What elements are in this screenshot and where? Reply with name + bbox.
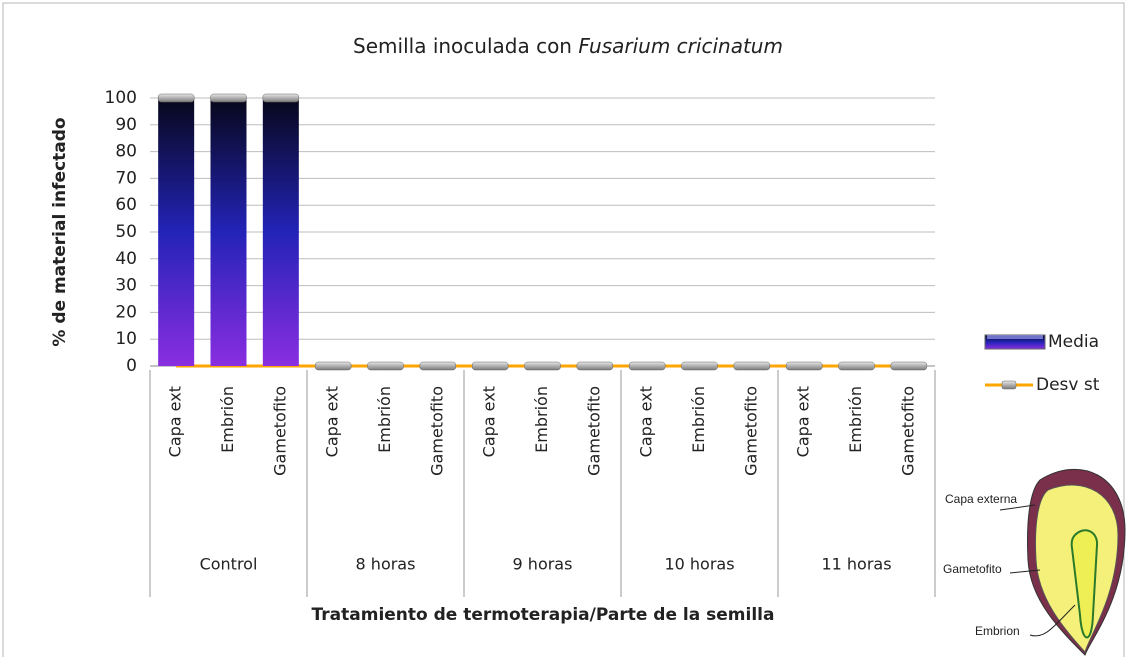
x-tick-label: Gametofito <box>427 386 446 476</box>
chart-title: Semilla inoculada con Fusarium cricinatu… <box>353 34 783 58</box>
bar <box>263 98 299 366</box>
x-tick-label: Embrión <box>218 386 237 453</box>
bar-cap <box>263 94 299 102</box>
inset-label: Gametofito <box>943 562 1002 576</box>
bar-cap <box>158 94 194 102</box>
x-axis-label: Tratamiento de termoterapia/Parte de la … <box>312 605 775 625</box>
x-tick-label: Embrión <box>689 386 708 453</box>
inset-diagram: Capa externa Gametofito Embrion <box>943 469 1125 655</box>
group-label: 8 horas <box>356 555 416 574</box>
bar-cap <box>682 362 718 370</box>
group-label: Control <box>200 555 258 574</box>
y-tick-label: 20 <box>115 302 137 322</box>
y-tick-label: 50 <box>115 222 137 242</box>
bar-cap <box>839 362 875 370</box>
x-tick-label: Embrión <box>532 386 551 453</box>
y-tick-label: 100 <box>105 88 137 108</box>
bar-cap <box>525 362 561 370</box>
bar-cap <box>420 362 456 370</box>
title-main: Semilla inoculada con <box>353 34 572 58</box>
legend-swatch-cap <box>987 335 1043 339</box>
y-tick-label: 80 <box>115 142 137 162</box>
group-label: 9 horas <box>513 555 573 574</box>
x-tick-label: Gametofito <box>741 386 760 476</box>
bar <box>158 98 194 366</box>
bar-cap <box>368 362 404 370</box>
x-tick-label: Capa ext <box>794 386 813 457</box>
y-tick-label: 40 <box>115 249 137 269</box>
bar-cap <box>891 362 927 370</box>
x-tick-label: Capa ext <box>480 386 499 457</box>
y-tick-label: 0 <box>126 356 137 376</box>
x-tick-label: Capa ext <box>166 386 185 457</box>
bar-cap <box>786 362 822 370</box>
y-tick-label: 30 <box>115 276 137 296</box>
bar-cap <box>315 362 351 370</box>
x-tick-label: Gametofito <box>898 386 917 476</box>
y-tick-label: 60 <box>115 195 137 215</box>
y-tick-label: 10 <box>115 329 137 349</box>
y-axis-label: % de material infectado <box>50 117 70 346</box>
group-label: 11 horas <box>821 555 891 574</box>
inset-label: Embrion <box>975 624 1020 638</box>
legend-label: Desv st <box>1036 375 1100 395</box>
inset-label: Capa externa <box>945 492 1017 506</box>
bar-cap <box>577 362 613 370</box>
legend-marker <box>1002 381 1016 389</box>
bar-cap <box>734 362 770 370</box>
bar <box>211 98 247 366</box>
bar-cap <box>211 94 247 102</box>
x-tick-label: Capa ext <box>637 386 656 457</box>
x-tick-label: Embrión <box>375 386 394 453</box>
bar-cap <box>629 362 665 370</box>
x-tick-label: Gametofito <box>584 386 603 476</box>
x-tick-label: Capa ext <box>323 386 342 457</box>
bar-cap <box>472 362 508 370</box>
page: Semilla inoculada con Fusarium cricinatu… <box>0 0 1129 657</box>
x-tick-label: Embrión <box>846 386 865 453</box>
title-italic: Fusarium cricinatum <box>578 34 783 58</box>
x-tick-label: Gametofito <box>270 386 289 476</box>
chart: Semilla inoculada con Fusarium cricinatu… <box>0 0 1129 657</box>
y-tick-label: 70 <box>115 168 137 188</box>
legend-label: Media <box>1048 332 1099 352</box>
y-tick-label: 90 <box>115 115 137 135</box>
group-label: 10 horas <box>664 555 734 574</box>
